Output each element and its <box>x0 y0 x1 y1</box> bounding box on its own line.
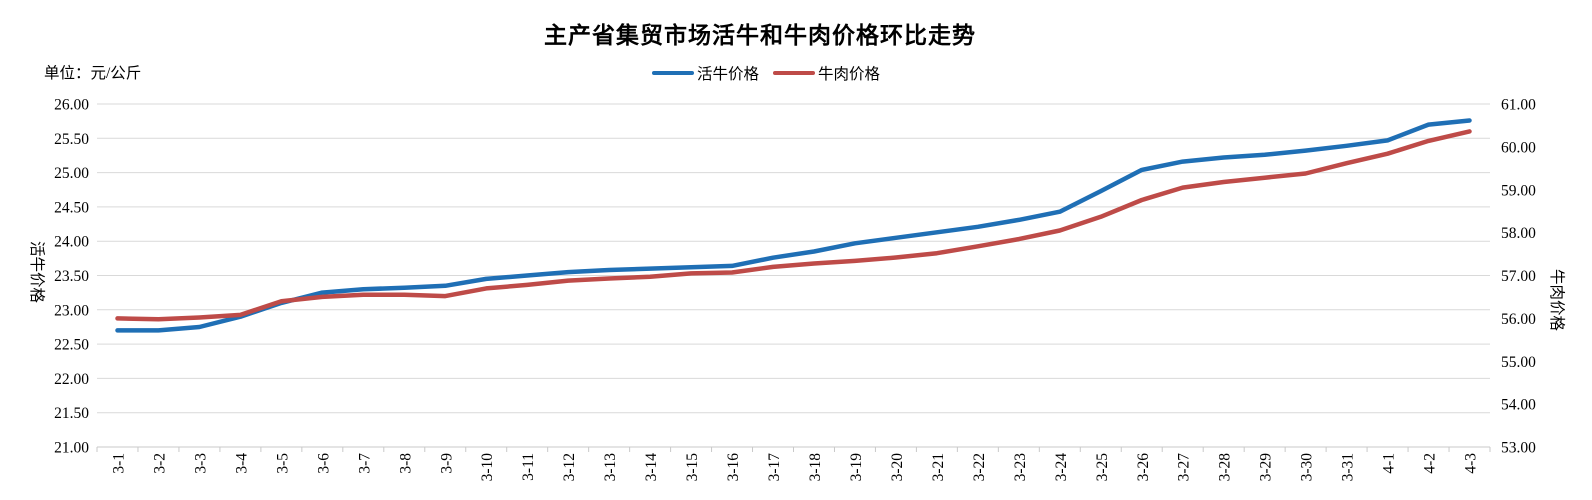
right-axis-tick-label: 58.00 <box>1501 225 1536 242</box>
x-axis-label: 3-15 <box>684 453 701 482</box>
right-axis-tick-label: 61.00 <box>1501 97 1536 114</box>
x-axis-label: 3-25 <box>1094 453 1111 482</box>
x-axis-label: 3-1 <box>110 453 127 474</box>
left-axis-tick-label: 25.00 <box>54 165 89 182</box>
x-axis-label: 3-8 <box>397 453 414 474</box>
x-axis-label: 3-7 <box>356 453 373 474</box>
x-axis-label: 3-4 <box>233 453 250 474</box>
legend-label-live-cattle: 活牛价格 <box>696 66 759 83</box>
x-axis-label: 3-13 <box>602 453 619 482</box>
x-axis-label: 4-2 <box>1422 453 1439 474</box>
x-axis-label: 3-16 <box>725 453 742 482</box>
x-axis-label: 3-29 <box>1258 453 1275 482</box>
x-axis-label: 3-9 <box>438 453 455 474</box>
x-axis-label: 3-3 <box>192 453 209 474</box>
x-axis-label: 3-17 <box>766 453 783 482</box>
left-axis-tick-label: 22.50 <box>54 337 89 354</box>
right-axis-title: 牛肉价格 <box>1548 269 1566 332</box>
x-axis-label: 3-30 <box>1299 453 1316 482</box>
x-axis-label: 3-19 <box>848 453 865 482</box>
x-axis-label: 3-5 <box>274 453 291 474</box>
left-axis-tick-label: 24.00 <box>54 234 89 251</box>
legend: 活牛价格 牛肉价格 <box>0 62 1532 84</box>
right-axis-tick-label: 56.00 <box>1501 311 1536 328</box>
x-axis-label: 3-27 <box>1176 453 1193 482</box>
x-axis-label: 3-28 <box>1217 453 1234 482</box>
x-axis-label: 3-20 <box>889 453 906 482</box>
left-axis-tick-label: 21.50 <box>54 405 89 422</box>
x-axis-label: 4-1 <box>1381 453 1398 474</box>
beef-price-line <box>115 129 1472 322</box>
x-axis-label: 3-23 <box>1012 453 1029 482</box>
unit-label: 单位：元/公斤 <box>44 65 142 82</box>
right-axis-tick-label: 57.00 <box>1501 268 1536 285</box>
right-axis-tick-label: 53.00 <box>1501 440 1536 457</box>
right-axis-tick-label: 55.00 <box>1501 354 1536 371</box>
legend-label-beef: 牛肉价格 <box>818 66 881 83</box>
x-axis-label: 4-3 <box>1463 453 1480 474</box>
right-axis-tick-label: 60.00 <box>1501 139 1536 156</box>
x-axis-label: 3-12 <box>561 453 578 481</box>
x-axis-label: 3-24 <box>1053 453 1070 482</box>
x-axis-label: 3-26 <box>1135 453 1152 482</box>
legend-swatch-live-cattle-line <box>651 71 694 75</box>
x-axis-label: 3-21 <box>930 453 947 481</box>
x-axis-label: 3-14 <box>643 453 660 482</box>
left-axis-title: 活牛价格 <box>28 241 46 304</box>
right-axis-tick-label: 59.00 <box>1501 182 1536 199</box>
left-axis-tick-label: 26.00 <box>54 97 89 114</box>
x-axis-label: 3-11 <box>520 453 537 481</box>
x-axis-label: 3-31 <box>1340 453 1357 481</box>
left-axis-tick-label: 23.50 <box>54 268 89 285</box>
left-axis-tick-label: 21.00 <box>54 440 89 457</box>
chart-title: 主产省集贸市场活牛和牛肉价格环比走势 <box>544 23 976 48</box>
x-axis-label: 3-10 <box>479 453 496 482</box>
legend-item-live-cattle: 活牛价格 <box>651 62 759 84</box>
x-axis-label: 3-22 <box>971 453 988 481</box>
legend-swatch-beef-line <box>773 71 815 75</box>
x-axis-label: 3-18 <box>807 453 824 482</box>
x-axis-label: 3-2 <box>151 453 168 474</box>
x-axis-label: 3-6 <box>315 453 332 474</box>
left-axis-tick-label: 24.50 <box>54 199 89 216</box>
legend-item-beef: 牛肉价格 <box>773 62 880 84</box>
live-cattle-price-line <box>115 118 1472 333</box>
left-axis-tick-label: 22.00 <box>54 371 89 388</box>
left-axis-tick-label: 25.50 <box>54 131 89 148</box>
right-axis-tick-label: 54.00 <box>1501 397 1536 414</box>
left-axis-tick-label: 23.00 <box>54 302 89 319</box>
